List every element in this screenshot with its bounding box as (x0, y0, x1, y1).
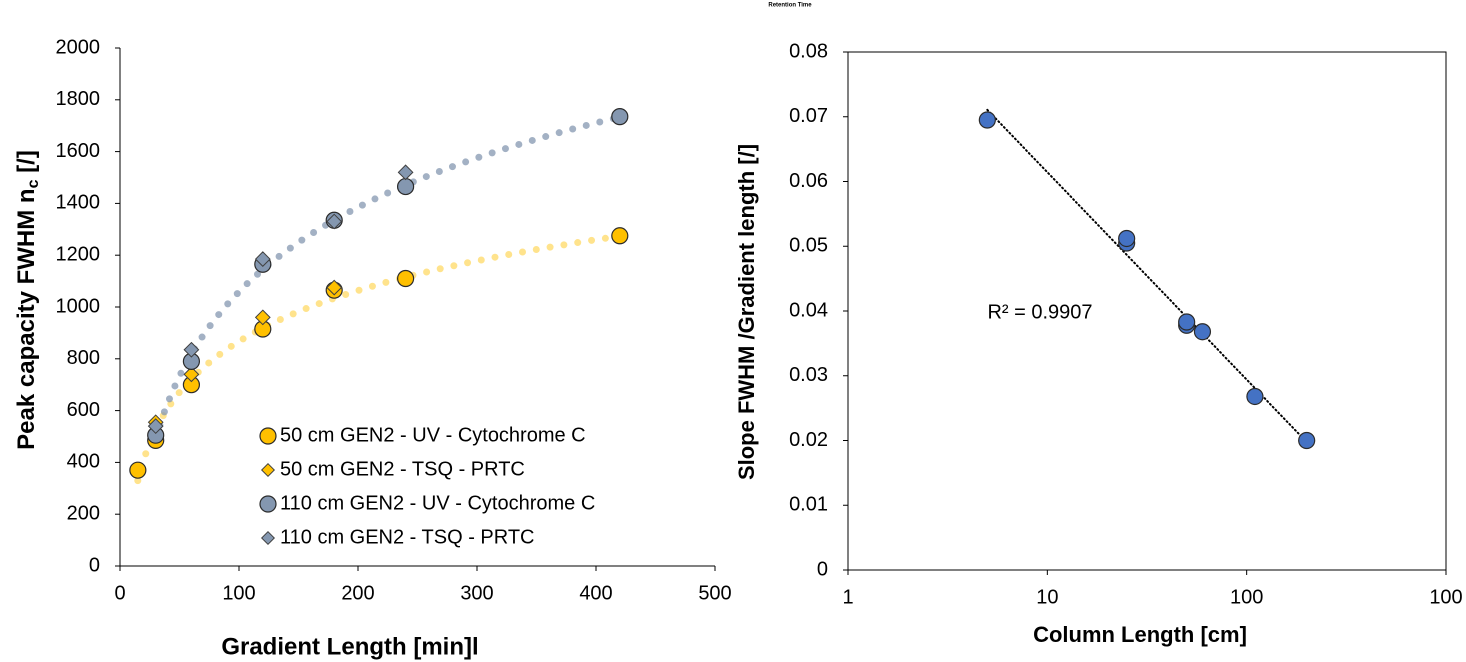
y-axis-title-unit: [/] (13, 150, 40, 179)
y-tick-label: 1800 (56, 88, 101, 110)
y-tick-label: 0.03 (789, 364, 828, 386)
y-tick-label: 0.06 (789, 170, 828, 192)
y-tick-label: 1200 (56, 243, 101, 265)
data-point (183, 341, 200, 358)
y-tick-label: 1000 (56, 295, 101, 317)
data-point (129, 461, 147, 479)
legend-marker (259, 427, 277, 445)
data-point (326, 279, 343, 296)
x-axis-title: Gradient Length [min]l (221, 633, 478, 660)
trendline (152, 113, 624, 442)
x-tick-label: 100 (1429, 586, 1462, 608)
y-tick-label: 0.05 (789, 235, 828, 257)
y-tick-label: 0.08 (789, 40, 828, 62)
data-point (1178, 313, 1196, 331)
data-point (397, 269, 415, 288)
y-axis-title-sub: c (25, 179, 42, 188)
legend-label: 50 cm GEN2 - TSQ - PRTC (280, 458, 525, 480)
data-point (611, 108, 629, 126)
y-tick-label: 0.04 (789, 299, 828, 321)
y-tick-label: 1400 (56, 192, 101, 214)
legend-label: 50 cm GEN2 - UV - Cytochrome C (280, 424, 586, 446)
data-point (1246, 387, 1264, 406)
plot-frame (847, 51, 1447, 571)
x-tick-label: 1 (842, 586, 853, 608)
x-tick-label: 10 (1036, 586, 1058, 608)
legend-marker (260, 462, 276, 478)
trendline (986, 108, 1308, 443)
x-tick-label: 500 (698, 582, 731, 604)
y-tick-label: 800 (67, 347, 100, 369)
y-axis-title-main: Peak capacity FWHM n (13, 188, 40, 449)
y-axis-title: Slope FWHM /Gradient length [/] (734, 144, 759, 480)
data-point (183, 366, 200, 383)
legend-label: 110 cm GEN2 - UV - Cytochrome C (280, 492, 595, 514)
data-point (254, 251, 271, 267)
data-point (147, 418, 164, 435)
y-tick-label: 1600 (56, 140, 101, 162)
y-tick-label: 0.01 (789, 494, 828, 516)
data-point (397, 177, 415, 196)
data-point (1298, 431, 1316, 450)
y-tick-label: 0.07 (789, 105, 828, 127)
legend-label: 110 cm GEN2 - TSQ - PRTC (280, 526, 535, 548)
y-axis-title: Peak capacity FWHM nc [/] (13, 150, 42, 450)
legend-marker (259, 495, 277, 513)
data-point (978, 111, 996, 129)
x-tick-label: 200 (341, 582, 374, 604)
data-point (1193, 323, 1212, 341)
data-point (254, 309, 271, 326)
x-tick-label: 100 (222, 582, 255, 604)
y-tick-label: 0 (89, 554, 100, 576)
y-tick-label: 200 (67, 502, 100, 524)
y-tick-label: 0 (817, 558, 828, 580)
x-tick-label: 400 (579, 582, 612, 604)
y-tick-label: 2000 (56, 36, 101, 58)
annotation: R² = 0.9907 (987, 301, 1092, 323)
data-point (1118, 229, 1136, 248)
data-point (611, 227, 629, 245)
legend-marker (260, 530, 276, 546)
y-tick-label: 400 (67, 451, 100, 473)
x-axis-title: Column Length [cm] (1033, 622, 1247, 647)
y-tick-label: 0.02 (789, 429, 828, 451)
data-point (326, 213, 343, 230)
x-tick-label: 100 (1230, 586, 1263, 608)
y-tick-label: 600 (67, 399, 100, 421)
x-tick-label: 0 (114, 582, 125, 604)
overlay-text: Retention Time (768, 3, 812, 9)
x-tick-label: 300 (460, 582, 493, 604)
data-point (397, 164, 414, 181)
